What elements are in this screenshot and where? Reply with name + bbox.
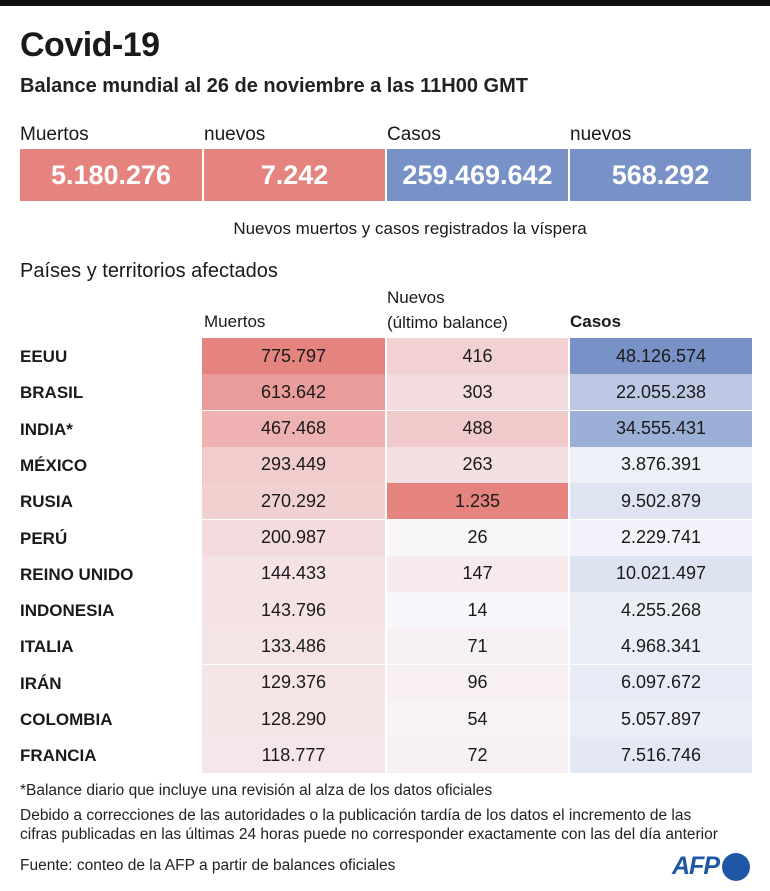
country-label: INDONESIA [20,601,115,621]
cell-casos: 6.097.672 [570,664,752,701]
footnote-line-2: cifras publicadas en las últimas 24 hora… [20,826,718,843]
column-header-deaths: Muertos [204,312,266,331]
cell-nuevos: 488 [387,410,568,447]
cell-nuevos: 147 [387,555,568,592]
cell-muertos: 143.796 [202,592,385,629]
country-label: ITALIA [20,637,74,657]
table-row: EEUU 775.797 416 48.126.574 [0,338,770,374]
section-title: Países y territorios afectados [20,260,278,282]
cell-casos: 5.057.897 [570,701,752,737]
cell-muertos: 613.642 [202,374,385,411]
cell-muertos: 118.777 [202,737,385,774]
table-row: MÉXICO 293.449 263 3.876.391 [0,446,770,483]
table-row: INDONESIA 143.796 14 4.255.268 [0,592,770,629]
kpi-label-cases: Casos [387,124,441,145]
cell-nuevos: 54 [387,701,568,737]
afp-logo-circle-icon [722,852,750,881]
source-note: Fuente: conteo de la AFP a partir de bal… [20,857,396,874]
footnote-line-1: Debido a correcciones de las autoridades… [20,807,692,824]
table-row: RUSIA 270.292 1.235 9.502.879 [0,483,770,520]
table-row: IRÁN 129.376 96 6.097.672 [0,664,770,701]
page-title: Covid-19 [20,26,160,64]
country-label: IRÁN [20,673,62,693]
cell-nuevos: 71 [387,628,568,665]
table-row: COLOMBIA 128.290 54 5.057.897 [0,701,770,737]
table-row: BRASIL 613.642 303 22.055.238 [0,374,770,411]
cell-nuevos: 96 [387,664,568,701]
kpi-note: Nuevos muertos y casos registrados la ví… [233,219,587,238]
cell-muertos: 200.987 [202,519,385,556]
kpi-cases: 259.469.642 [387,149,568,201]
cell-casos: 10.021.497 [570,555,752,592]
kpi-new-deaths: 7.242 [204,149,385,201]
kpi-label-new-deaths: nuevos [204,124,266,145]
cell-nuevos: 416 [387,338,568,374]
cell-muertos: 144.433 [202,555,385,592]
country-label: EEUU [20,347,68,366]
column-header-cases: Casos [570,312,622,331]
cell-muertos: 293.449 [202,446,385,483]
column-header-new-sub: (último balance) [387,313,508,332]
country-label: PERÚ [20,528,68,548]
cell-nuevos: 14 [387,592,568,629]
table-row: ITALIA 133.486 71 4.968.341 [0,628,770,665]
cell-nuevos: 303 [387,374,568,411]
cell-muertos: 129.376 [202,664,385,701]
afp-logo-text: AFP [672,852,720,880]
cell-nuevos: 263 [387,446,568,483]
cell-casos: 7.516.746 [570,737,752,774]
cell-casos: 34.555.431 [570,410,752,447]
kpi-new-cases: 568.292 [570,149,751,201]
kpi-label-deaths: Muertos [20,124,89,145]
cell-casos: 4.255.268 [570,592,752,629]
country-label: BRASIL [20,383,84,403]
table-row: PERÚ 200.987 26 2.229.741 [0,519,770,556]
kpi-deaths: 5.180.276 [20,149,202,201]
country-label: REINO UNIDO [20,564,134,584]
table-row: INDIA* 467.468 488 34.555.431 [0,410,770,447]
cell-casos: 9.502.879 [570,483,752,520]
country-label: INDIA* [20,419,73,439]
country-label: RUSIA [20,492,73,512]
cell-casos: 2.229.741 [570,519,752,556]
table-row: FRANCIA 118.777 72 7.516.746 [0,737,770,774]
country-label: COLOMBIA [20,710,113,729]
cell-casos: 3.876.391 [570,446,752,483]
country-label: MÉXICO [20,455,88,475]
cell-muertos: 467.468 [202,410,385,447]
cell-muertos: 128.290 [202,701,385,737]
footnote-asterisk: *Balance diario que incluye una revisión… [20,782,493,799]
top-rule [0,0,770,6]
kpi-label-new-cases: nuevos [570,124,632,145]
afp-logo: AFP [672,852,750,881]
column-header-new: Nuevos [387,288,445,307]
table-row: REINO UNIDO 144.433 147 10.021.497 [0,555,770,592]
cell-muertos: 775.797 [202,338,385,374]
cell-casos: 22.055.238 [570,374,752,411]
subtitle: Balance mundial al 26 de noviembre a las… [20,75,528,97]
cell-nuevos: 72 [387,737,568,774]
cell-muertos: 270.292 [202,483,385,520]
cell-nuevos: 1.235 [387,483,568,520]
country-label: FRANCIA [20,746,97,766]
cell-nuevos: 26 [387,519,568,556]
cell-casos: 48.126.574 [570,338,752,374]
cell-muertos: 133.486 [202,628,385,665]
cell-casos: 4.968.341 [570,628,752,665]
